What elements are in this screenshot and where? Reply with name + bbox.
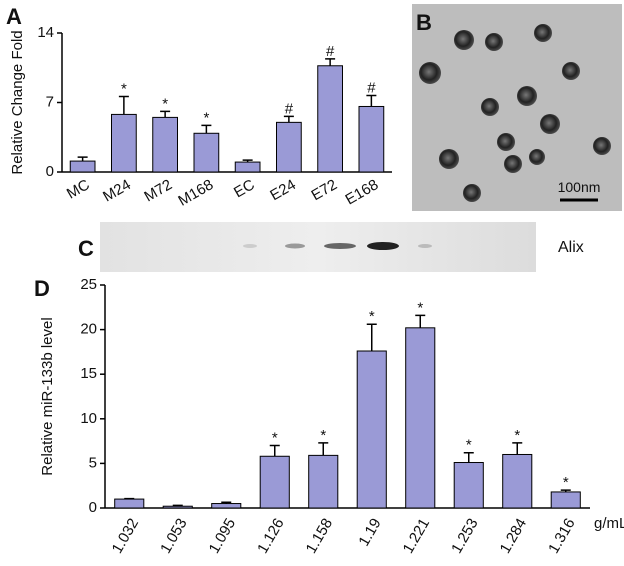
x-tick-label: M72 [141, 176, 175, 205]
x-tick-label: 1.158 [303, 515, 336, 556]
x-tick-label: 1.095 [206, 515, 239, 556]
bar [502, 453, 533, 509]
x-tick-label: 1.284 [497, 515, 530, 556]
y-tick-label: 0 [46, 163, 54, 180]
x-tick-label: 1.221 [400, 515, 433, 556]
error-bar [172, 504, 183, 507]
error-bar [160, 110, 171, 118]
x-tick-label: 1.053 [157, 515, 190, 556]
x-tick-label: M168 [175, 176, 216, 209]
bar [308, 454, 339, 509]
error-bar [118, 95, 129, 115]
bar [234, 161, 261, 173]
error-bar [242, 159, 253, 163]
x-tick-label: E72 [308, 176, 340, 204]
y-tick-label: 10 [80, 410, 97, 427]
x-tick-label: E24 [267, 176, 299, 204]
bar [193, 132, 220, 173]
x-tick-label: 1.253 [448, 515, 481, 556]
error-bar [77, 156, 88, 162]
x-tick-label: E168 [343, 176, 382, 208]
significance-mark: * [121, 81, 127, 98]
x-tick-label: 1.316 [545, 515, 578, 556]
error-bar [463, 451, 474, 463]
significance-mark: * [272, 430, 278, 447]
error-bar [366, 94, 377, 107]
error-bar [283, 115, 294, 123]
bar [211, 503, 242, 509]
bar [317, 65, 343, 173]
western-blot [100, 222, 536, 272]
error-bar [415, 314, 426, 328]
bar [453, 462, 484, 509]
bar [111, 113, 137, 173]
y-tick-label: 20 [80, 321, 97, 338]
x-tick-label: M24 [100, 176, 134, 205]
error-bar [318, 442, 329, 456]
significance-mark: * [563, 474, 569, 491]
significance-mark: * [203, 109, 209, 126]
error-bar [201, 124, 212, 134]
bar [405, 327, 436, 509]
bar [114, 498, 145, 509]
x-tick-label: EC [231, 176, 258, 201]
significance-mark: # [285, 100, 294, 117]
bar [69, 160, 96, 173]
band-label: Alix [558, 239, 584, 256]
x-tick-label: 1.032 [109, 515, 142, 556]
panel-label: D [34, 276, 50, 301]
significance-mark: * [514, 427, 520, 444]
bar [550, 491, 581, 509]
bar [259, 455, 290, 509]
panel-label: C [78, 236, 94, 261]
y-axis-label: Relative Change Fold [9, 30, 26, 174]
error-bar [512, 442, 523, 455]
error-bar [221, 501, 232, 504]
panel-label: B [416, 10, 432, 35]
bar [276, 121, 302, 173]
significance-mark: * [417, 299, 423, 316]
significance-mark: * [162, 95, 168, 112]
significance-mark: # [326, 43, 335, 60]
error-bar [269, 444, 280, 457]
significance-mark: * [369, 308, 375, 325]
error-bar [325, 58, 336, 66]
x-axis-label: g/mL [594, 515, 624, 532]
panel-label: A [6, 4, 22, 29]
scale-bar-label: 100nm [558, 179, 601, 195]
y-tick-label: 7 [46, 93, 54, 110]
x-tick-label: 1.126 [254, 515, 287, 556]
micrograph [412, 4, 622, 211]
significance-mark: * [320, 427, 326, 444]
bar [358, 105, 385, 173]
y-tick-label: 15 [80, 365, 97, 382]
error-bar [366, 323, 377, 352]
y-tick-label: 5 [89, 454, 97, 471]
significance-mark: * [466, 437, 472, 454]
x-tick-label: MC [64, 176, 93, 202]
significance-mark: # [367, 80, 376, 97]
y-tick-label: 0 [89, 499, 97, 516]
y-tick-label: 14 [37, 24, 54, 41]
y-axis-label: Relative miR-133b level [39, 317, 56, 475]
bar [162, 505, 193, 509]
bar [356, 350, 387, 509]
bar [152, 116, 178, 173]
error-bar [560, 489, 571, 492]
y-tick-label: 25 [80, 276, 97, 293]
x-tick-label: 1.19 [355, 515, 384, 549]
